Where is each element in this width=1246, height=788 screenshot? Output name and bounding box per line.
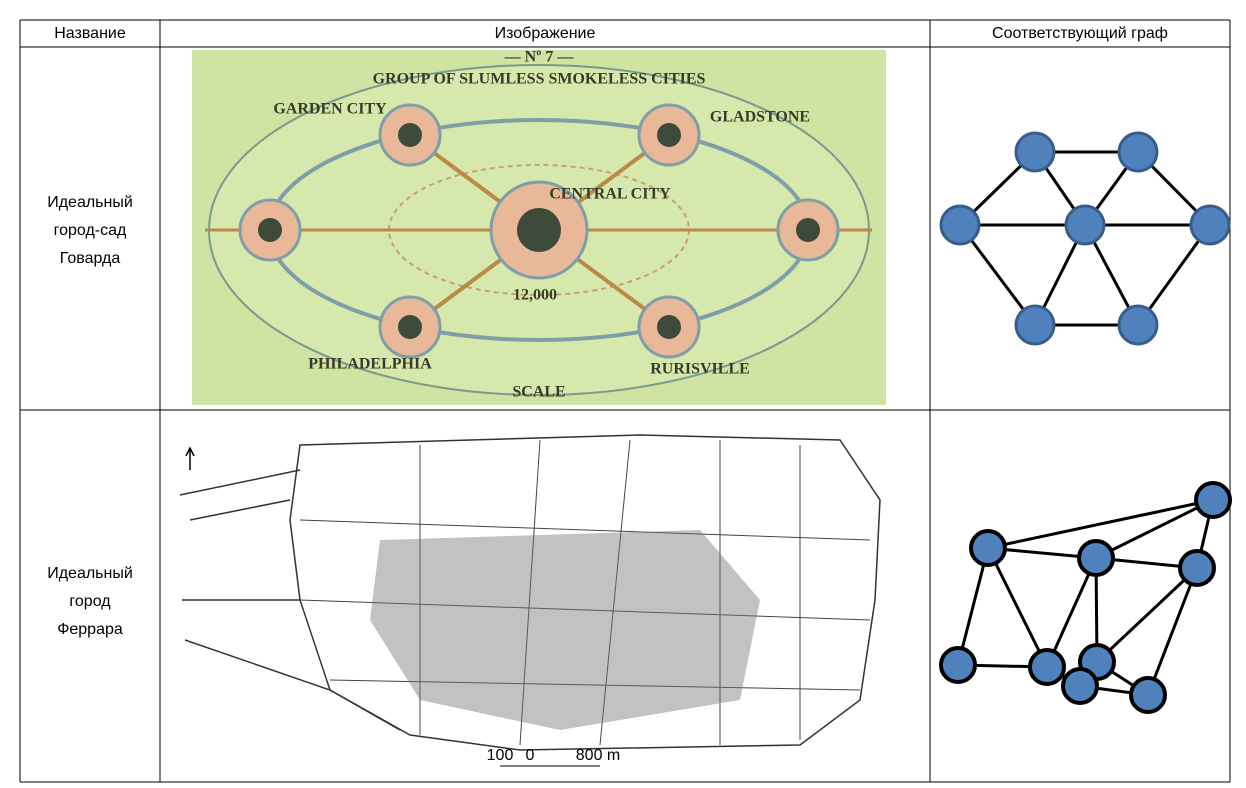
table-grid xyxy=(19,19,1231,783)
image-label: CENTRAL CITY xyxy=(549,186,671,203)
shape xyxy=(1014,304,1056,346)
shape xyxy=(258,218,282,242)
image-label: 12,000 xyxy=(513,287,557,304)
shape xyxy=(1061,667,1099,705)
row-name: Идеальный xyxy=(47,194,133,211)
shape xyxy=(398,315,422,339)
image-label: SCALE xyxy=(512,384,565,401)
shape xyxy=(956,547,990,666)
shape xyxy=(258,123,820,339)
row-name: Феррара xyxy=(57,621,123,638)
shape xyxy=(1136,224,1212,326)
shape xyxy=(599,439,631,746)
header-cell: Изображение xyxy=(495,25,596,42)
row-name: город-сад xyxy=(54,222,127,239)
shape xyxy=(179,469,401,731)
shape xyxy=(1178,549,1216,587)
shape xyxy=(796,218,820,242)
shape xyxy=(1129,676,1167,714)
shape xyxy=(1189,204,1231,246)
shape xyxy=(939,204,981,246)
shape xyxy=(299,439,871,746)
shape xyxy=(1014,131,1056,173)
header-cell: Соответствующий граф xyxy=(992,25,1168,42)
shape xyxy=(519,439,541,746)
shape xyxy=(657,315,681,339)
image-label: RURISVILLE xyxy=(650,361,750,378)
shape xyxy=(939,131,1231,346)
row-name: Идеальный xyxy=(47,565,133,582)
image-label: GARDEN CITY xyxy=(273,101,387,118)
shape xyxy=(1045,557,1098,668)
shape xyxy=(1117,131,1159,173)
shape xyxy=(185,446,195,457)
row-name: Говарда xyxy=(60,250,121,267)
image-label: — Nº 7 — xyxy=(504,49,575,66)
shape xyxy=(1095,566,1199,664)
graph-ferrara xyxy=(939,481,1232,714)
image-label: GROUP OF SLUMLESS SMOKELESS CITIES xyxy=(373,71,706,88)
shape xyxy=(1146,567,1199,696)
shape xyxy=(370,530,760,730)
shape xyxy=(1095,498,1214,560)
header-cell: Название xyxy=(54,25,126,42)
image-label: 100 xyxy=(487,747,514,764)
shape xyxy=(958,224,1037,326)
image-label: 800 m xyxy=(576,747,620,764)
shape xyxy=(299,599,871,621)
shape xyxy=(398,123,422,147)
shape xyxy=(987,498,1214,550)
shape xyxy=(299,519,871,541)
shape xyxy=(1117,304,1159,346)
shape xyxy=(939,646,977,684)
graph-howard xyxy=(939,131,1231,346)
shape xyxy=(986,547,1049,668)
row-name: город xyxy=(69,593,111,610)
shape xyxy=(1077,539,1115,577)
shape xyxy=(939,481,1232,714)
ferrara-map-image: 100 0 800 m xyxy=(179,434,881,767)
shape xyxy=(969,529,1007,567)
image-label: 0 xyxy=(526,747,535,764)
image-label: PHILADELPHIA xyxy=(308,356,432,373)
shape xyxy=(1064,204,1106,246)
image-label: GLADSTONE xyxy=(710,109,810,126)
garden-city-image: — Nº 7 — GROUP OF SLUMLESS SMOKELESS CIT… xyxy=(192,49,886,405)
shape xyxy=(329,679,861,691)
shape xyxy=(1028,648,1066,686)
shape xyxy=(517,208,561,252)
shape xyxy=(657,123,681,147)
shape xyxy=(1194,481,1232,519)
